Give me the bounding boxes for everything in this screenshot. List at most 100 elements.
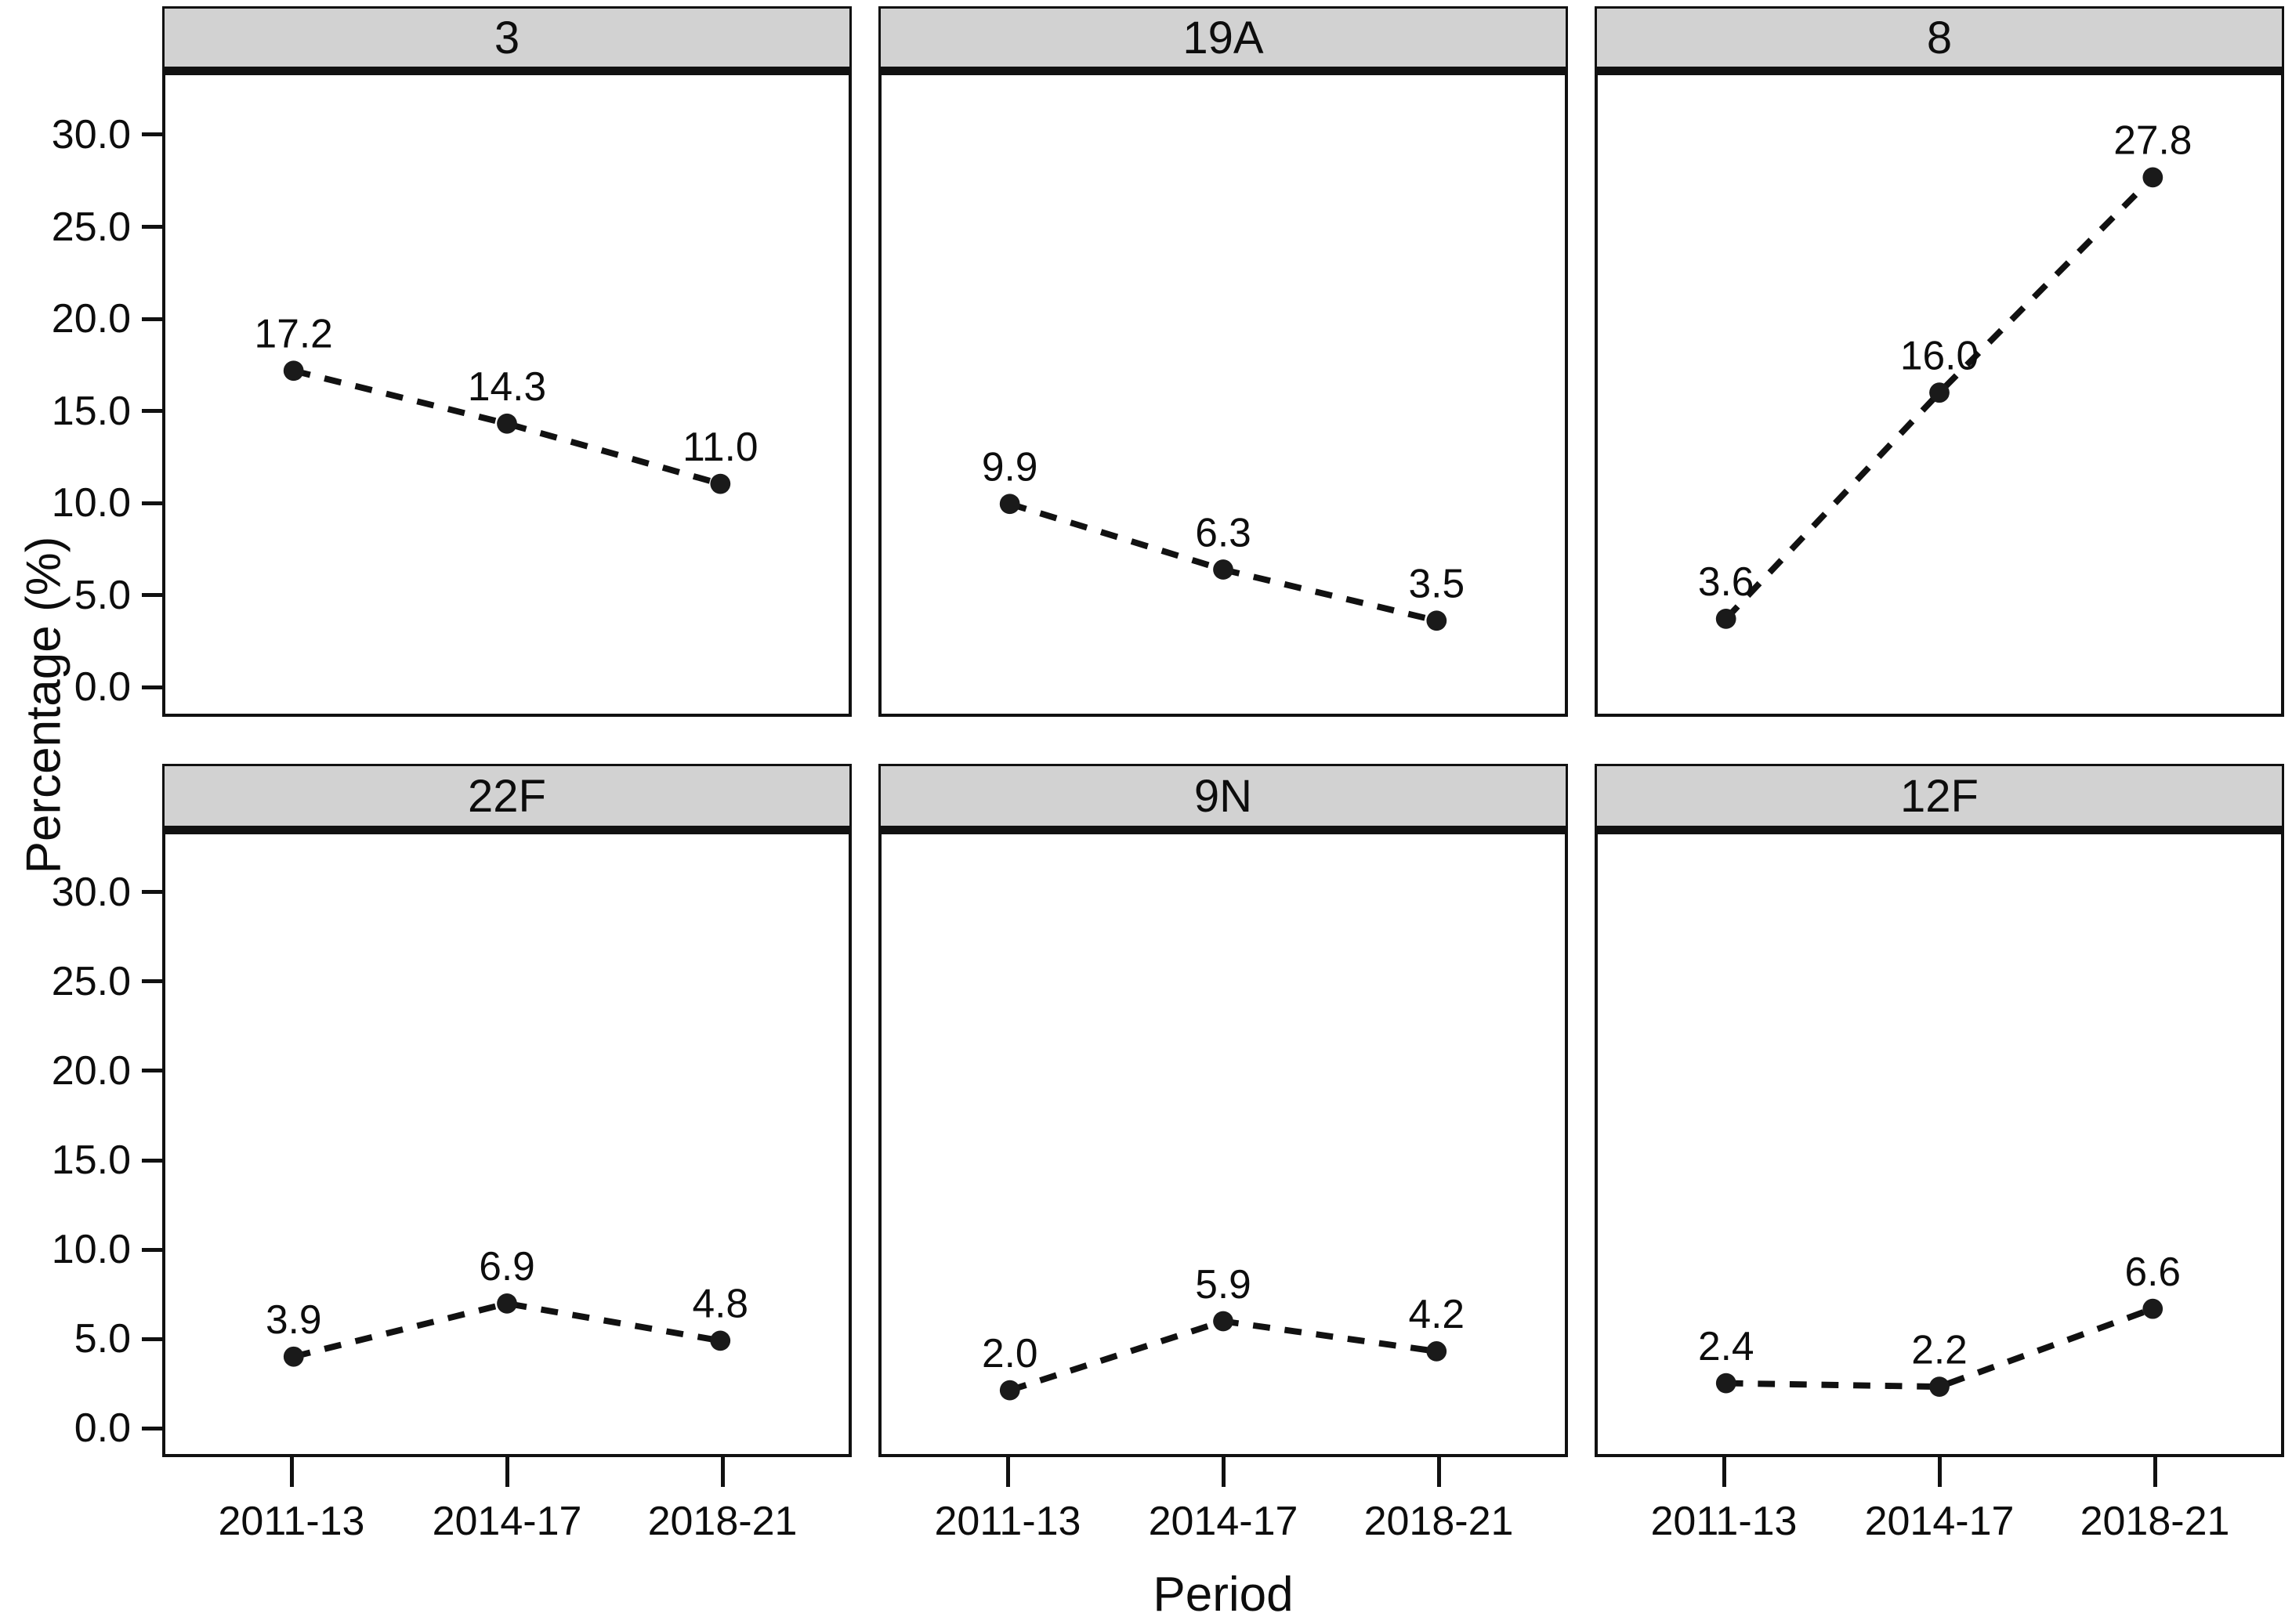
data-point-8-2011-13: [1715, 609, 1736, 629]
data-point-22F-2014-17: [497, 1293, 517, 1314]
data-point-8-2014-17: [1929, 382, 1950, 403]
data-point-8-2018-21: [2142, 167, 2163, 188]
x-tick: [1005, 1457, 1010, 1487]
x-tick-label: 2018-21: [1363, 1499, 1514, 1544]
x-tick: [1436, 1457, 1441, 1487]
y-tick: [142, 685, 162, 689]
y-tick-label: 30.0: [51, 869, 131, 915]
plot-svg-8: 3.6 16.0 27.8: [1698, 118, 2192, 629]
panel-header-label: 8: [1926, 12, 1953, 63]
x-tick: [2153, 1457, 2157, 1487]
plot-area-9N: 2.0 5.9 4.2: [878, 831, 1568, 1457]
panel-header-label: 22F: [468, 770, 546, 822]
data-point-19A-2011-13: [999, 494, 1020, 515]
y-tick-label: 25.0: [51, 204, 131, 250]
data-label-9N-2014-17: 5.9: [1195, 1261, 1251, 1307]
data-label-3-2011-13: 17.2: [255, 311, 333, 356]
plot-svg-9N: 2.0 5.9 4.2: [982, 1261, 1465, 1401]
y-tick-label: 10.0: [51, 1227, 131, 1273]
data-point-19A-2018-21: [1426, 610, 1447, 631]
plot-area-22F: 3.9 6.9 4.8: [162, 831, 852, 1457]
data-point-12F-2018-21: [2142, 1298, 2163, 1319]
panel-header-label: 12F: [1900, 770, 1979, 822]
x-tick: [505, 1457, 509, 1487]
plot-area-19A: 9.9 6.3 3.5: [878, 72, 1568, 717]
x-tick: [1937, 1457, 1942, 1487]
x-tick-label: 2018-21: [2080, 1499, 2230, 1544]
plot-svg-12F: 2.4 2.2 6.6: [1698, 1249, 2181, 1397]
data-label-8-2018-21: 27.8: [2113, 118, 2192, 163]
panel-header-label: 19A: [1182, 12, 1264, 63]
data-point-19A-2014-17: [1213, 559, 1233, 580]
data-label-8-2011-13: 3.6: [1698, 559, 1754, 604]
y-tick: [142, 132, 162, 137]
x-tick: [289, 1457, 294, 1487]
x-tick-label: 2014-17: [1148, 1499, 1298, 1544]
data-point-9N-2018-21: [1426, 1341, 1447, 1362]
data-label-12F-2011-13: 2.4: [1698, 1323, 1754, 1369]
data-point-3-2014-17: [497, 413, 517, 434]
y-tick-label: 30.0: [51, 111, 131, 157]
y-tick: [142, 409, 162, 414]
trend-line-12F: [1725, 1305, 2154, 1391]
data-label-12F-2014-17: 2.2: [1911, 1326, 1968, 1372]
trend-line-9N: [1008, 1318, 1437, 1394]
panel-header-22F: 22F: [162, 764, 852, 831]
data-label-9N-2018-21: 4.2: [1408, 1291, 1465, 1336]
x-tick: [1221, 1457, 1226, 1487]
y-tick: [142, 501, 162, 505]
y-tick: [142, 1158, 162, 1163]
y-tick: [142, 890, 162, 895]
data-point-12F-2014-17: [1929, 1376, 1950, 1397]
data-label-22F-2014-17: 6.9: [479, 1243, 535, 1289]
y-tick-label: 15.0: [51, 388, 131, 434]
data-point-3-2018-21: [710, 473, 731, 494]
plot-area-12F: 2.4 2.2 6.6: [1595, 831, 2284, 1457]
x-tick-label: 2018-21: [647, 1499, 798, 1544]
panel-header-label: 3: [494, 12, 520, 63]
data-label-3-2018-21: 11.0: [683, 424, 758, 469]
x-axis-title: Period: [1153, 1568, 1294, 1622]
y-tick-label: 0.0: [74, 1405, 131, 1452]
y-tick: [142, 593, 162, 598]
y-tick: [142, 1247, 162, 1252]
data-point-22F-2011-13: [283, 1346, 304, 1367]
panel-header-3: 3: [162, 6, 852, 72]
plot-svg-19A: 9.9 6.3 3.5: [982, 444, 1465, 631]
y-tick: [142, 979, 162, 984]
data-point-9N-2011-13: [999, 1380, 1020, 1401]
x-tick-label: 2014-17: [1864, 1499, 2015, 1544]
data-label-9N-2011-13: 2.0: [982, 1330, 1038, 1376]
plot-area-8: 3.6 16.0 27.8: [1595, 72, 2284, 717]
data-label-19A-2018-21: 3.5: [1409, 561, 1465, 606]
panel-header-19A: 19A: [878, 6, 1568, 72]
data-label-8-2014-17: 16.0: [1900, 332, 1979, 378]
y-tick: [142, 1336, 162, 1341]
y-tick-label: 20.0: [51, 1047, 131, 1094]
data-point-12F-2011-13: [1715, 1373, 1736, 1394]
data-label-22F-2018-21: 4.8: [692, 1281, 748, 1326]
data-point-3-2011-13: [283, 360, 304, 382]
panel-header-8: 8: [1595, 6, 2284, 72]
x-tick-label: 2011-13: [218, 1499, 365, 1544]
panel-header-label: 9N: [1193, 770, 1253, 822]
x-tick-label: 2011-13: [934, 1499, 1081, 1544]
y-tick-label: 20.0: [51, 296, 131, 342]
y-tick-label: 0.0: [74, 664, 131, 711]
x-tick-label: 2011-13: [1650, 1499, 1798, 1544]
trend-line-8: [1723, 175, 2156, 621]
data-point-9N-2014-17: [1213, 1311, 1233, 1332]
y-tick: [142, 225, 162, 230]
plot-area-3: 17.2 14.3 11.0: [162, 72, 852, 717]
x-tick: [720, 1457, 725, 1487]
y-tick-label: 5.0: [74, 572, 131, 618]
data-label-19A-2011-13: 9.9: [982, 444, 1038, 490]
panel-header-9N: 9N: [878, 764, 1568, 831]
data-point-22F-2018-21: [710, 1330, 731, 1351]
plot-svg-3: 17.2 14.3 11.0: [255, 311, 759, 494]
x-tick: [1722, 1457, 1726, 1487]
trend-line-22F: [292, 1300, 721, 1360]
data-label-19A-2014-17: 6.3: [1195, 509, 1251, 555]
y-tick: [142, 1426, 162, 1430]
y-tick-label: 10.0: [51, 480, 131, 526]
